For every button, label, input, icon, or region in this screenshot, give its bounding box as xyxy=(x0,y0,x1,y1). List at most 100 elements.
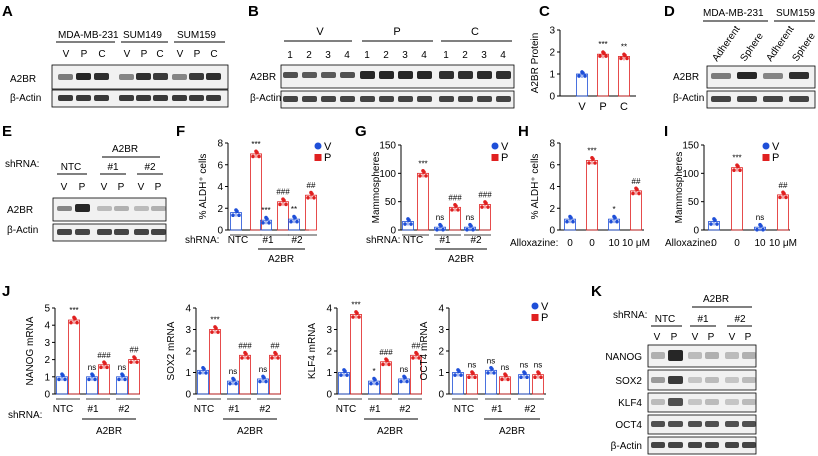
panel-a-label-actin: β-Actin xyxy=(10,93,41,104)
data-point xyxy=(405,379,409,384)
x-tick-label: 10 xyxy=(608,238,620,249)
panel-a-lane: V xyxy=(177,49,184,60)
j4-group: NTC xyxy=(454,404,475,415)
panel-letter-g: G xyxy=(355,123,367,140)
bar xyxy=(350,314,362,395)
panel-d-header-left: MDA-MB-231 xyxy=(703,8,764,19)
panel-k-group: #1 xyxy=(697,314,709,325)
y-tick-label: 0 xyxy=(549,92,555,103)
panel-d-lane: Sphere xyxy=(790,31,818,64)
x-tick-label: 10 xyxy=(754,238,766,249)
significance-label: ## xyxy=(632,177,641,186)
legend-p-marker xyxy=(491,154,499,161)
data-point xyxy=(375,381,379,386)
data-point xyxy=(264,379,268,384)
j2-target: A2BR xyxy=(237,426,263,437)
panel-b-lane: 4 xyxy=(500,50,506,61)
panel-k-label-nanog: NANOG xyxy=(605,352,642,363)
significance-label: *** xyxy=(587,146,596,155)
significance-label: ns xyxy=(400,365,408,374)
panel-a-lane: P xyxy=(194,49,201,60)
panel-a-group-1: MDA-MB-231 xyxy=(58,30,119,41)
panel-e-lane: P xyxy=(118,182,125,193)
y-tick-label: 1 xyxy=(44,372,50,383)
panel-b-lane: 1 xyxy=(364,50,370,61)
significance-label: ### xyxy=(238,341,252,350)
g-group: NTC xyxy=(403,235,424,246)
bar xyxy=(597,53,609,97)
y-tick-label: 2 xyxy=(44,355,50,366)
data-point xyxy=(456,208,460,212)
data-point xyxy=(87,377,91,382)
data-point xyxy=(615,219,619,224)
data-point xyxy=(571,219,575,224)
panel-letter-k: K xyxy=(591,283,602,300)
panel-k-shrna-label: shRNA: xyxy=(613,310,647,321)
x-tick-label: 10 μM xyxy=(622,238,650,249)
legend-J: VP xyxy=(531,301,549,324)
significance-label: ns xyxy=(229,367,237,376)
j2-group: #2 xyxy=(259,404,271,415)
panel-b-lane: 4 xyxy=(421,50,427,61)
f-group: NTC xyxy=(228,235,249,246)
data-point xyxy=(258,379,262,384)
data-point xyxy=(123,377,127,382)
data-point xyxy=(411,356,415,360)
bar xyxy=(586,159,598,231)
significance-label: ** xyxy=(291,205,297,214)
y-tick-label: 4 xyxy=(185,304,191,315)
data-point xyxy=(459,373,463,377)
j1-target: A2BR xyxy=(96,426,122,437)
y-tick-label: 2 xyxy=(549,48,555,59)
bar xyxy=(731,167,743,231)
panel-b-lane: 2 xyxy=(383,50,389,61)
data-point xyxy=(276,356,280,360)
data-point xyxy=(237,213,241,218)
j1-group: #2 xyxy=(118,404,130,415)
y-tick-label: 6 xyxy=(217,160,223,171)
data-point xyxy=(418,174,422,178)
data-point xyxy=(381,362,385,367)
y-tick-label: 0 xyxy=(185,390,191,401)
bar xyxy=(618,56,630,97)
j4-target: A2BR xyxy=(499,426,525,437)
y-tick-label: 2 xyxy=(549,204,555,215)
data-point xyxy=(210,330,214,334)
significance-label: ### xyxy=(448,193,462,202)
panel-b-lane: 3 xyxy=(402,50,408,61)
significance-label: ## xyxy=(130,346,139,355)
f-group: #2 xyxy=(291,235,303,246)
bar xyxy=(68,319,80,395)
panel-k-group: #2 xyxy=(734,314,746,325)
significance-label: ns xyxy=(756,213,764,222)
data-point xyxy=(480,205,484,209)
y-tick-label: 50 xyxy=(688,197,700,208)
significance-label: ns xyxy=(520,361,528,370)
g-group: #1 xyxy=(439,235,451,246)
legend-G: VP xyxy=(491,141,509,164)
x-tick-label: 0 xyxy=(567,238,573,249)
y-tick-label: 2 xyxy=(438,347,444,358)
data-point xyxy=(593,161,597,165)
panel-k-lane: V xyxy=(692,332,699,343)
y-tick-label: 150 xyxy=(379,141,396,152)
data-point xyxy=(500,377,504,382)
data-point xyxy=(251,154,255,159)
y-tick-label: 2 xyxy=(185,347,191,358)
data-point xyxy=(369,381,373,386)
data-point xyxy=(755,227,759,232)
data-point xyxy=(441,227,445,232)
data-point xyxy=(270,356,274,360)
chart-C: 0 1 2 3 A2BR Protein V *** P ** C xyxy=(530,26,636,113)
y-axis-label: A2BR Protein xyxy=(530,33,541,94)
panel-letter-e: E xyxy=(2,123,12,140)
data-point xyxy=(246,356,250,360)
legend-v-marker xyxy=(762,142,770,150)
y-axis-label: Mammospheres xyxy=(371,152,382,224)
panel-k-label-sox2: SOX2 xyxy=(615,376,642,387)
data-point xyxy=(261,221,265,225)
data-point xyxy=(399,379,403,384)
legend-p-marker xyxy=(314,154,322,161)
